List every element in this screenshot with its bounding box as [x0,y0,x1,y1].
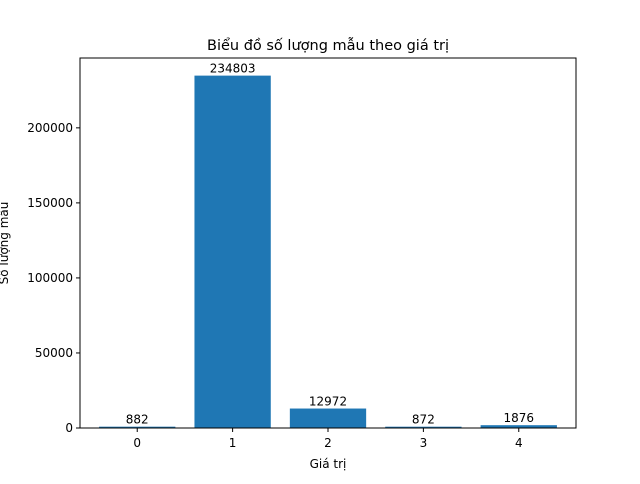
y-tick-label-0: 0 [65,421,73,435]
y-axis-ticks: 0 50000 100000 150000 200000 [27,121,80,435]
data-labels-layer: 882 234803 12972 872 1876 [126,62,534,427]
x-tick-label-4: 4 [515,436,523,450]
data-label-4: 1876 [503,411,534,425]
plot-frame [79,57,577,429]
x-axis-label: Giá trị [310,457,347,471]
bar-4 [480,425,557,428]
y-tick-label-50000: 50000 [35,346,73,360]
y-tick-label-200000: 200000 [27,121,73,135]
bar-2 [289,408,367,428]
bars-layer [99,75,557,428]
bar-0 [99,426,176,428]
x-tick-label-0: 0 [133,436,141,450]
data-label-0: 882 [126,413,149,427]
y-axis-label: Số lượng mẫu [0,202,11,285]
y-tick-label-150000: 150000 [27,196,73,210]
data-label-1: 234803 [210,62,256,76]
chart-title: Biểu đồ số lượng mẫu theo giá trị [207,37,449,54]
y-tick-label-100000: 100000 [27,271,73,285]
x-tick-label-3: 3 [420,436,428,450]
bar-1 [194,75,271,428]
x-tick-label-1: 1 [229,436,237,450]
data-label-2: 12972 [309,395,347,409]
x-axis-ticks: 0 1 2 3 4 [133,428,523,450]
bar-3 [385,426,462,428]
data-label-3: 872 [412,413,435,427]
x-tick-label-2: 2 [324,436,332,450]
